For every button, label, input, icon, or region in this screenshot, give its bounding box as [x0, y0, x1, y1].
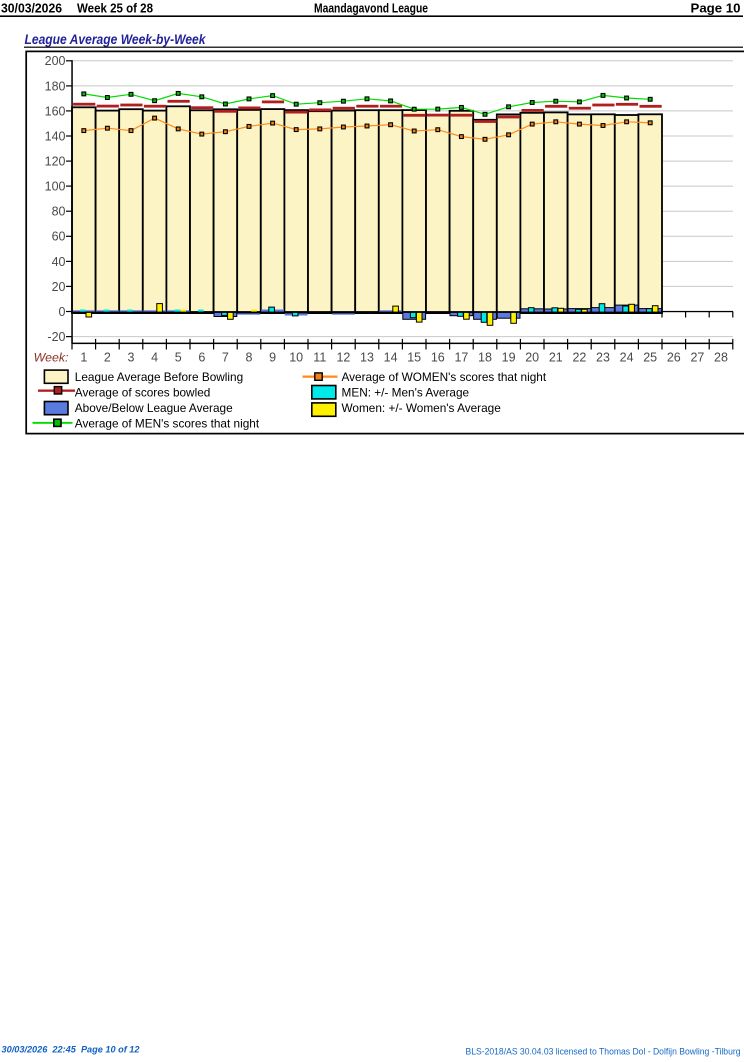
svg-text:17: 17 — [454, 351, 468, 365]
svg-text:120: 120 — [45, 155, 66, 169]
svg-text:18: 18 — [478, 351, 492, 365]
svg-text:26: 26 — [667, 351, 681, 365]
svg-text:MEN: +/- Men's Average: MEN: +/- Men's Average — [342, 386, 470, 400]
svg-text:4: 4 — [151, 351, 158, 365]
svg-text:League Average Before Bowling: League Average Before Bowling — [75, 370, 243, 384]
svg-text:-20: -20 — [47, 330, 65, 344]
svg-text:16: 16 — [431, 351, 445, 365]
svg-text:28: 28 — [714, 351, 728, 365]
svg-text:15: 15 — [407, 351, 421, 365]
svg-text:Page 10: Page 10 — [691, 2, 741, 16]
svg-text:40: 40 — [52, 255, 66, 269]
svg-text:21: 21 — [549, 351, 563, 365]
svg-text:3: 3 — [128, 351, 135, 365]
svg-text:20: 20 — [52, 280, 66, 294]
svg-text:22: 22 — [572, 351, 586, 365]
svg-text:60: 60 — [52, 230, 66, 244]
svg-text:Average of MEN's scores that n: Average of MEN's scores that night — [75, 416, 260, 430]
svg-text:0: 0 — [59, 305, 66, 319]
svg-text:5: 5 — [175, 351, 182, 365]
svg-text:Week 25 of 28: Week 25 of 28 — [77, 2, 153, 16]
svg-text:80: 80 — [52, 205, 66, 219]
svg-text:BLS-2018/AS 30.04.03 licensed: BLS-2018/AS 30.04.03 licensed to Thomas … — [466, 1046, 741, 1057]
svg-text:25: 25 — [643, 351, 657, 365]
svg-text:9: 9 — [269, 351, 276, 365]
svg-text:Women: +/- Women's Average: Women: +/- Women's Average — [342, 401, 502, 415]
svg-text:11: 11 — [313, 351, 326, 365]
svg-text:Maandagavond League: Maandagavond League — [314, 2, 428, 16]
svg-text:30/03/2026: 30/03/2026 — [1, 2, 62, 16]
svg-text:Average of WOMEN's scores that: Average of WOMEN's scores that night — [342, 370, 547, 384]
svg-text:180: 180 — [45, 79, 66, 93]
svg-text:19: 19 — [502, 351, 516, 365]
svg-text:12: 12 — [336, 351, 350, 365]
svg-text:30/03/2026 22:45 Page 10 of: 30/03/2026 22:45 Page 10 of 12 — [2, 1044, 141, 1055]
svg-text:League Average Week-by-Week: League Average Week-by-Week — [25, 32, 207, 47]
svg-text:8: 8 — [246, 351, 253, 365]
svg-text:13: 13 — [360, 351, 374, 365]
svg-text:2: 2 — [104, 351, 111, 365]
svg-text:160: 160 — [45, 104, 66, 118]
svg-text:23: 23 — [596, 351, 610, 365]
svg-text:Average of scores bowled: Average of scores bowled — [75, 386, 211, 400]
svg-text:200: 200 — [45, 54, 66, 68]
svg-text:27: 27 — [690, 351, 704, 365]
svg-text:140: 140 — [45, 129, 66, 143]
svg-text:1: 1 — [80, 351, 87, 365]
svg-text:14: 14 — [384, 351, 398, 365]
svg-text:Week:: Week: — [34, 350, 69, 364]
svg-text:10: 10 — [289, 351, 303, 365]
svg-text:100: 100 — [45, 180, 66, 194]
svg-text:6: 6 — [198, 351, 205, 365]
svg-text:20: 20 — [525, 351, 539, 365]
svg-text:24: 24 — [620, 351, 634, 365]
svg-text:7: 7 — [222, 351, 229, 365]
svg-text:Above/Below League Average: Above/Below League Average — [75, 401, 233, 415]
